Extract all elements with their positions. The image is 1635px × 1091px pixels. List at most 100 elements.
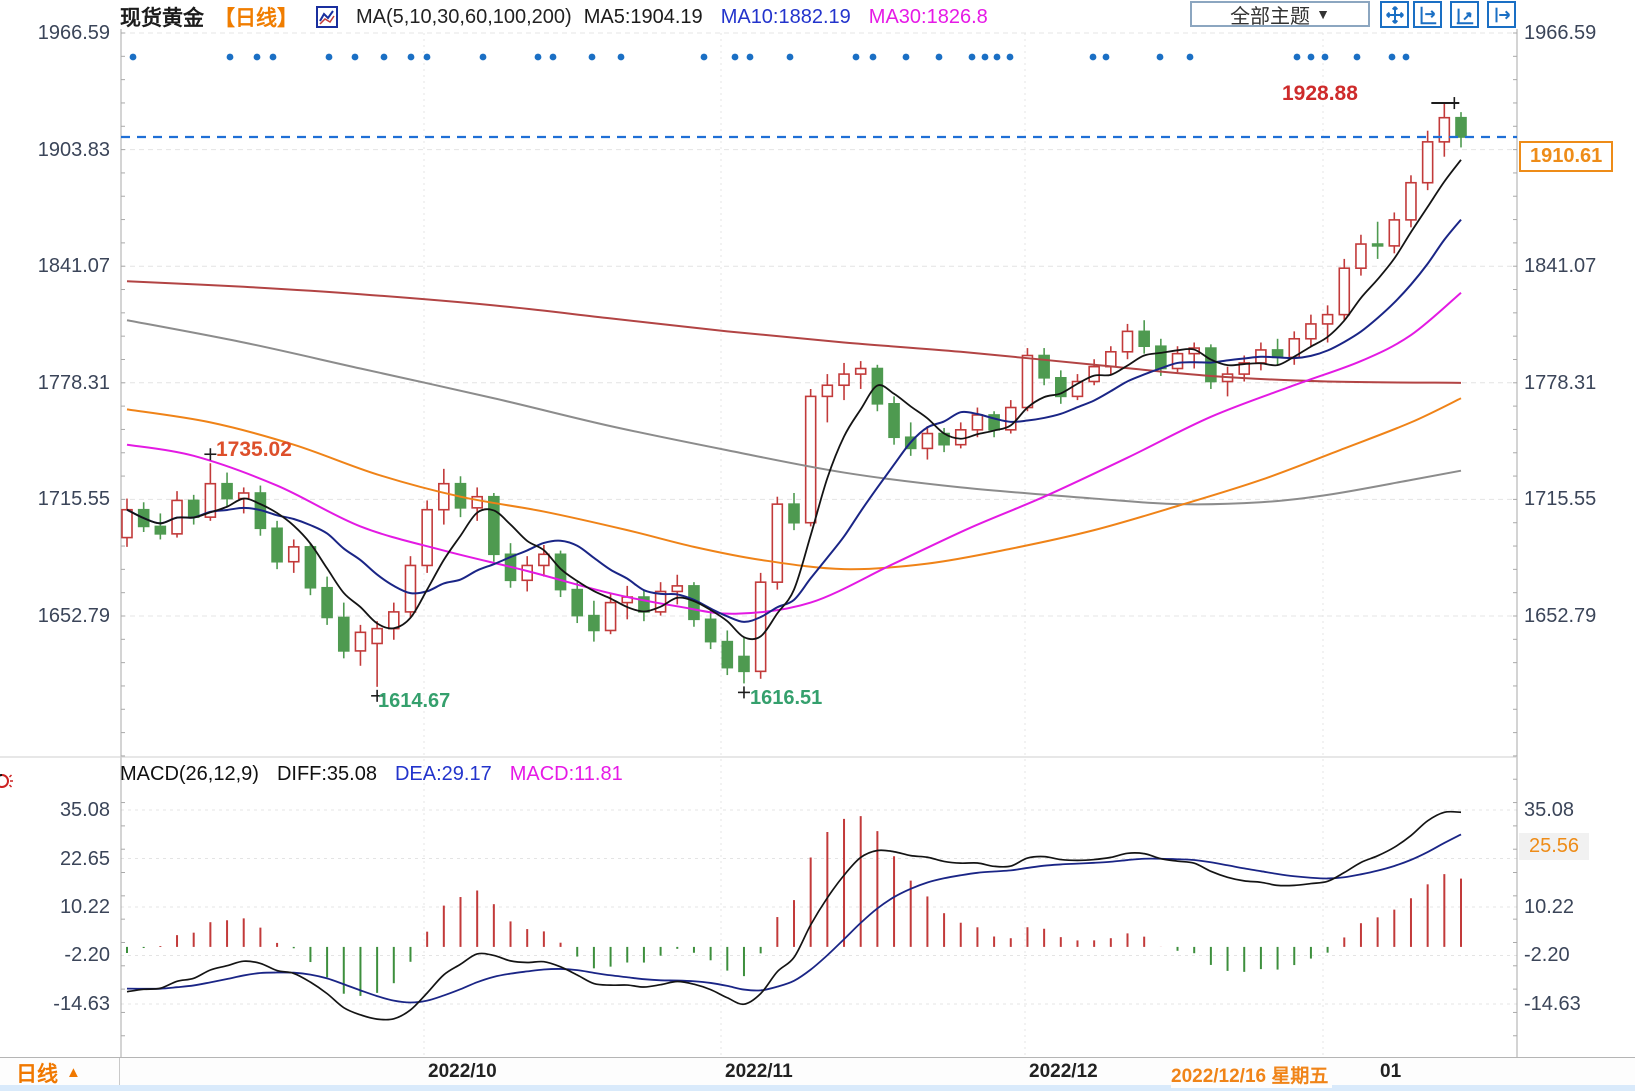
macd-axis-tick-left: 10.22 (59, 896, 110, 919)
event-dot (1186, 53, 1194, 61)
event-dot (746, 53, 754, 61)
macd-diff-value: DIFF:35.08 (276, 763, 377, 785)
event-dot (731, 53, 739, 61)
event-dot (1402, 53, 1410, 61)
price-markers (204, 97, 1460, 702)
ma30-value: MA30:1826.8 (868, 5, 988, 28)
symbol-title: 现货黄金 (120, 7, 204, 30)
event-dot (993, 53, 1001, 61)
macd-last-value-badge: 25.56 (1519, 833, 1590, 860)
theme-dropdown-button[interactable]: 全部主题 ▼ (1190, 1, 1370, 28)
price-axis-tick-left: 1715.55 (37, 488, 110, 511)
ma10-line (126, 218, 1462, 623)
x-axis-label: 2022/11 (725, 1061, 793, 1082)
ma100-line (126, 319, 1462, 506)
event-dot (1353, 53, 1361, 61)
event-dot (534, 53, 542, 61)
crosshair-date-label: 2022/12/16 星期五 (1171, 1061, 1333, 1088)
main-chart-legend: 现货黄金 【日线】 MA(5,10,30,60,100,200) MA5:190… (120, 2, 988, 32)
fit-vertical-axis-icon[interactable] (1450, 1, 1479, 28)
ma200-line (126, 280, 1462, 384)
macd-pane (126, 810, 1462, 1021)
dea-line (126, 833, 1462, 1004)
event-dot (935, 53, 943, 61)
ma-lines (126, 159, 1462, 641)
event-dot (617, 53, 625, 61)
swing-high-price-label: 1735.02 (216, 438, 292, 461)
x-axis-label: 01 (1380, 1061, 1402, 1082)
macd-axis-tick-left: 35.08 (59, 799, 110, 821)
ma5-line (126, 159, 1462, 641)
event-dot (226, 53, 234, 61)
price-axis-tick-right: 1966.59 (1524, 22, 1597, 44)
macd-axis-tick-right: -2.20 (1524, 944, 1570, 967)
price-axis-tick-left: 1778.31 (37, 371, 110, 394)
event-dot (1102, 53, 1110, 61)
event-dot (269, 53, 277, 61)
macd-axis-tick-right: -14.63 (1524, 993, 1581, 1015)
price-axis-tick-left: 1841.07 (37, 255, 110, 278)
price-axis-tick-right: 1841.07 (1524, 255, 1597, 278)
period-tag: 【日线】 (214, 7, 298, 30)
time-axis-bar: 日线 ▲ 2022/10 2022/11 2022/12 01 2022/12/16 … (0, 1057, 1635, 1088)
event-dot (407, 53, 415, 61)
event-dot (325, 53, 333, 61)
event-dot (1307, 53, 1315, 61)
event-dot (479, 53, 487, 61)
event-dot (351, 53, 359, 61)
ma10-value: MA10:1882.19 (720, 5, 851, 28)
macd-dea-value: DEA:29.17 (394, 763, 492, 785)
event-dot (968, 53, 976, 61)
event-dot (786, 53, 794, 61)
price-axis-tick-left: 1652.79 (37, 605, 110, 627)
x-axis-label: 2022/12 (1029, 1061, 1098, 1082)
pan-right-icon[interactable] (1487, 1, 1516, 28)
ma5-value: MA5:1904.19 (583, 5, 703, 28)
macd-axis-tick-left: 22.65 (59, 847, 110, 870)
low-price-label-october: 1614.67 (378, 690, 451, 712)
ma30-line (126, 291, 1462, 615)
macd-axis-tick-left: -2.20 (64, 944, 110, 967)
event-dots (129, 53, 1410, 61)
x-axis-label: 2022/10 (428, 1061, 497, 1082)
event-dot (981, 53, 989, 61)
event-dot (869, 53, 877, 61)
high-price-label: 1928.88 (1282, 82, 1358, 105)
event-dot (549, 53, 557, 61)
event-dot (902, 53, 910, 61)
macd-settings-label: MACD(26,12,9) (120, 763, 259, 785)
macd-axis-tick-right: 10.22 (1524, 896, 1575, 919)
price-axis-tick-right: 1778.31 (1524, 371, 1597, 394)
period-selector[interactable]: 日线 ▲ (0, 1058, 120, 1087)
macd-macd-value: MACD:11.81 (509, 763, 623, 785)
diff-line (126, 810, 1462, 1021)
mini-chart-icon (316, 6, 338, 28)
event-dot (1293, 53, 1301, 61)
event-dot (852, 53, 860, 61)
period-selector-label: 日线 (16, 1062, 58, 1086)
event-dot (1388, 53, 1396, 61)
theme-dropdown-label: 全部主题 (1230, 5, 1311, 28)
event-dot (1089, 53, 1097, 61)
horizontal-scrollbar[interactable] (0, 1085, 1635, 1091)
triangle-up-icon: ▲ (66, 1064, 81, 1081)
ma60-line (126, 397, 1462, 571)
macd-axis-tick-left: -14.63 (53, 993, 110, 1015)
last-price-badge: 1910.61 (1519, 141, 1614, 172)
event-dot (700, 53, 708, 61)
price-axis-tick-left: 1966.59 (37, 22, 110, 44)
fit-horizontal-axis-icon[interactable] (1413, 1, 1442, 28)
event-dot (423, 53, 431, 61)
macd-axis-tick-right: 35.08 (1524, 799, 1575, 821)
event-dot (253, 53, 261, 61)
indicator-settings-icon[interactable] (0, 770, 15, 797)
chevron-down-icon: ▼ (1316, 6, 1330, 22)
crosshair-move-icon[interactable] (1380, 1, 1409, 28)
event-dot (1156, 53, 1164, 61)
event-dot (588, 53, 596, 61)
price-axis-tick-left: 1903.83 (37, 138, 110, 161)
price-axis-tick-right: 1715.55 (1524, 488, 1597, 511)
price-axis-tick-right: 1652.79 (1524, 605, 1597, 627)
